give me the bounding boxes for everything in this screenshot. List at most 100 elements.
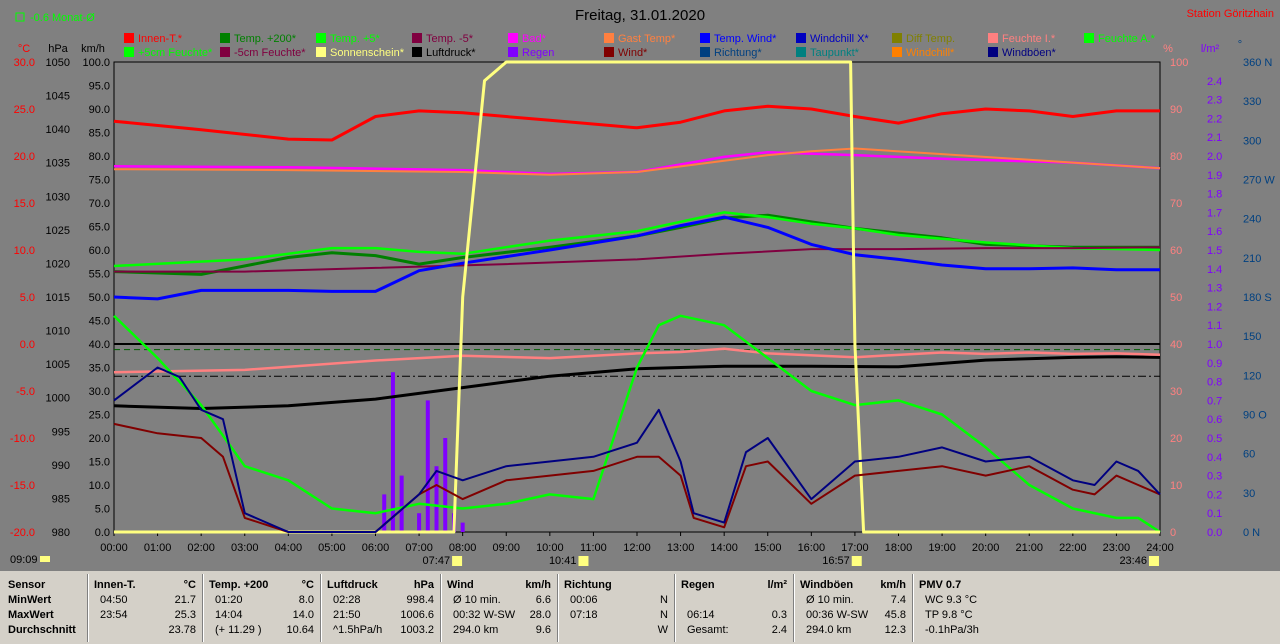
table-cell: Ø 10 min. [453, 594, 501, 606]
series-line [114, 60, 1160, 534]
column-head: Innen-T. [94, 579, 136, 591]
tick-label-temp: -20.0 [10, 527, 35, 539]
tick-label-rain: 0.1 [1207, 508, 1222, 520]
tick-label-temp: 0.0 [20, 339, 35, 351]
table-cell: 00:36 W-SW [806, 609, 869, 621]
legend-swatch [220, 47, 230, 57]
table-cell: TP 9.8 °C [925, 609, 973, 621]
column-head: Windböen [800, 579, 854, 591]
axis-label-humidity: % [1163, 43, 1173, 55]
column-separator [793, 574, 795, 642]
column-unit: km/h [525, 579, 551, 591]
table-value: 12.3 [884, 624, 906, 636]
series-line [113, 147, 1161, 176]
series-line [113, 211, 1161, 268]
column-separator [912, 574, 914, 642]
legend-swatch [988, 33, 998, 43]
tick-label-temp: -10.0 [10, 433, 35, 445]
tick-label-temp: -5.0 [16, 386, 35, 398]
tick-label-direction: 270 W [1243, 175, 1275, 187]
series-line [113, 355, 1161, 410]
x-tick-label: 11:00 [580, 542, 607, 554]
tick-label-direction: 300 [1243, 135, 1261, 147]
legend-label: Windböen* [1002, 47, 1057, 59]
x-tick-label: 12:00 [623, 542, 651, 554]
tick-label-rain: 0.3 [1207, 471, 1222, 483]
legend-label: +5cm Feuchte* [138, 47, 213, 59]
x-tick-label: 02:00 [187, 542, 215, 554]
tick-label-rain: 1.2 [1207, 301, 1222, 313]
tick-label-pressure: 985 [52, 493, 70, 505]
column-unit: hPa [413, 579, 434, 591]
table-value: 8.0 [298, 594, 314, 606]
table-cell: 02:28 [333, 594, 361, 606]
legend-label: Richtung* [714, 47, 762, 59]
legend-swatch [412, 33, 422, 43]
tick-label-wind: 20.0 [89, 433, 110, 445]
legend-label: Luftdruck* [426, 47, 476, 59]
column-separator [440, 574, 442, 642]
tick-label-temp: 15.0 [14, 198, 35, 210]
column-unit: l/m² [767, 579, 787, 591]
axis-label-direction: ° [1238, 39, 1242, 51]
tick-label-pressure: 1015 [46, 292, 70, 304]
table-value: 1003.2 [400, 624, 434, 636]
tick-label-rain: 0.5 [1207, 433, 1222, 445]
tick-label-humidity: 80 [1170, 151, 1182, 163]
x-tick-label: 04:00 [275, 542, 303, 554]
x-tick-label: 15:00 [754, 542, 782, 554]
rain-bar [460, 522, 465, 532]
table-value: 2.4 [771, 624, 787, 636]
sun-marker-icon [1148, 556, 1159, 566]
sun-marker-icon [452, 556, 463, 566]
tick-label-wind: 50.0 [89, 292, 110, 304]
tick-label-wind: 45.0 [89, 316, 110, 328]
tick-label-pressure: 1025 [46, 225, 70, 237]
tick-label-rain: 0.6 [1207, 414, 1222, 426]
legend-swatch [124, 47, 134, 57]
legend-label: Temp. +5* [330, 33, 381, 45]
x-tick-label: 14:00 [710, 542, 738, 554]
tick-label-pressure: 1000 [46, 393, 70, 405]
row-label-sensor: Sensor [8, 579, 46, 591]
x-tick-label: 17:00 [841, 542, 869, 554]
legend-swatch [124, 33, 134, 43]
table-cell: 07:18 [570, 609, 598, 621]
tick-label-humidity: 30 [1170, 386, 1182, 398]
legend-swatch [700, 47, 710, 57]
tick-label-wind: 5.0 [95, 504, 110, 516]
tick-label-pressure: 980 [52, 527, 70, 539]
trend-icon [15, 12, 25, 22]
row-label-average: Durchschnitt [8, 624, 76, 636]
x-tick-label: 20:00 [972, 542, 1000, 554]
legend-swatch [700, 33, 710, 43]
column-head: Wind [447, 579, 474, 591]
legend-label: Temp. +200* [234, 33, 297, 45]
sun-marker-icon [578, 556, 589, 566]
legend-label: Taupunkt* [810, 47, 860, 59]
tick-label-rain: 1.8 [1207, 189, 1222, 201]
legend-swatch [508, 47, 518, 57]
series-line [113, 104, 1160, 142]
tick-label-temp: -15.0 [10, 480, 35, 492]
tick-label-pressure: 1045 [46, 91, 70, 103]
tick-label-wind: 85.0 [89, 128, 110, 140]
time-annotation: 07:47 [423, 555, 451, 567]
tick-label-humidity: 40 [1170, 339, 1182, 351]
table-cell: (+ 11.29 ) [215, 624, 262, 636]
x-tick-label: 21:00 [1015, 542, 1043, 554]
tick-label-wind: 30.0 [89, 386, 110, 398]
legend-swatch [316, 33, 326, 43]
x-tick-label: 05:00 [318, 542, 346, 554]
table-value: 21.7 [174, 594, 196, 606]
tick-label-wind: 55.0 [89, 269, 110, 281]
series-line [114, 246, 1161, 273]
legend-swatch [604, 33, 614, 43]
table-cell: -0.1hPa/3h [925, 624, 979, 636]
legend-swatch [988, 47, 998, 57]
tick-label-humidity: 70 [1170, 198, 1182, 210]
tick-label-rain: 1.6 [1207, 226, 1222, 238]
time-annotation: 16:57 [822, 555, 850, 567]
legend-label: Temp. Wind* [714, 33, 777, 45]
table-value: 28.0 [529, 609, 551, 621]
